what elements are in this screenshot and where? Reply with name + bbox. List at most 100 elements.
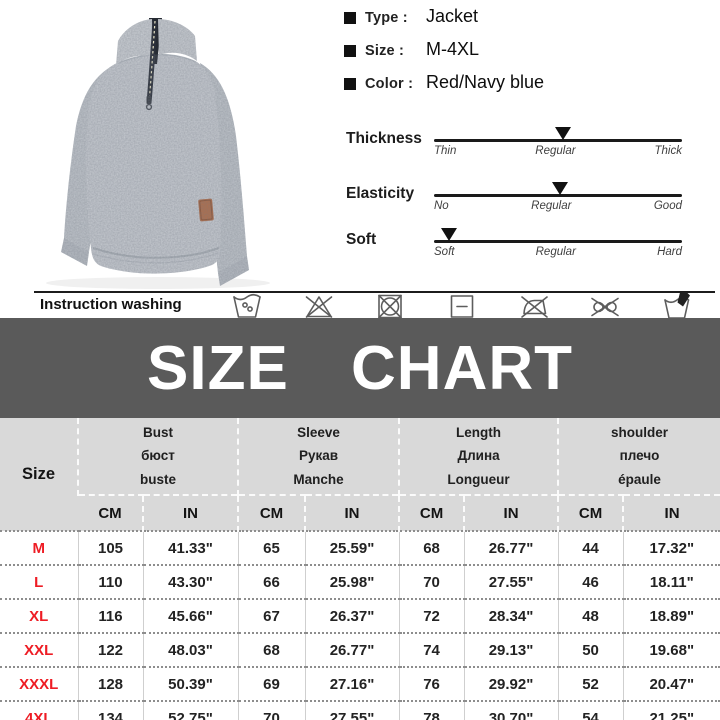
value-cell: 72 xyxy=(398,598,465,633)
value-cell: 18.89" xyxy=(622,598,720,633)
value-cell: 21.25" xyxy=(622,700,720,720)
value-cell: 74 xyxy=(398,632,465,667)
unit-header-in: IN xyxy=(463,494,559,531)
attribute-value: M-4XL xyxy=(426,39,480,59)
value-cell: 27.16" xyxy=(304,666,400,701)
unit-header-cm: CM xyxy=(398,494,465,531)
dry-flat-icon xyxy=(450,295,474,318)
value-cell: 70 xyxy=(398,564,465,599)
product-image xyxy=(46,18,270,289)
value-cell: 65 xyxy=(237,530,306,565)
square-bullet-icon xyxy=(344,45,356,57)
slider-label: Thickness xyxy=(346,130,422,147)
tick-right: Hard xyxy=(657,246,682,258)
value-cell: 29.92" xyxy=(463,666,559,701)
slider-marker-icon xyxy=(552,182,569,195)
attribute-label: Size : xyxy=(365,43,405,59)
thickness-slider: Thickness Thin Regular Thick xyxy=(346,122,714,170)
value-cell: 28.34" xyxy=(463,598,559,633)
unit-header-cm: CM xyxy=(237,494,306,531)
value-cell: 29.13" xyxy=(463,632,559,667)
value-cell: 25.98" xyxy=(304,564,400,599)
attribute-label: Color : xyxy=(365,76,414,92)
value-cell: 110 xyxy=(77,564,143,599)
tick-left: No xyxy=(434,200,449,212)
value-cell: 46 xyxy=(557,564,624,599)
size-chart-banner: SIZE CHART xyxy=(0,318,720,418)
slider-track xyxy=(434,139,682,142)
unit-header-in: IN xyxy=(304,494,400,531)
tick-right: Good xyxy=(653,200,682,212)
soft-slider: Soft Soft Regular Hard xyxy=(346,223,714,271)
do-not-bleach-icon xyxy=(305,296,332,318)
slider-label: Elasticity xyxy=(346,185,415,202)
elasticity-slider: Elasticity No Regular Good xyxy=(346,177,714,225)
size-cell: L xyxy=(0,564,78,599)
attribute-type: Type : Jacket xyxy=(344,6,714,30)
slider-track xyxy=(434,240,682,243)
attribute-label: Type : xyxy=(365,10,408,26)
divider-line xyxy=(34,291,715,293)
value-cell: 122 xyxy=(77,632,143,667)
size-cell: XL xyxy=(0,598,78,633)
table-row: XXL 122 48.03" 68 26.77" 74 29.13" 50 19… xyxy=(0,632,720,667)
value-cell: 26.77" xyxy=(463,530,559,565)
size-cell: 4XL xyxy=(0,700,78,720)
tick-center: Regular xyxy=(535,246,576,258)
product-attributes: Type : Jacket Size : M-4XL Color : Red/N… xyxy=(344,6,714,105)
slider-track xyxy=(434,194,682,197)
washing-label: Instruction washing xyxy=(40,296,182,313)
bust-column-header: Bust бюст buste xyxy=(76,418,239,495)
value-cell: 27.55" xyxy=(304,700,400,720)
tick-right: Thick xyxy=(654,145,682,157)
unit-header-cm: CM xyxy=(78,494,143,531)
value-cell: 20.47" xyxy=(622,666,720,701)
shoulder-column-header: shoulder плечо épaule xyxy=(557,418,720,495)
value-cell: 17.32" xyxy=(622,530,720,565)
value-cell: 44 xyxy=(557,530,624,565)
tick-center: Regular xyxy=(535,145,576,157)
value-cell: 19.68" xyxy=(622,632,720,667)
size-cell: XXXL xyxy=(0,666,78,701)
attribute-size: Size : M-4XL xyxy=(344,39,714,63)
value-cell: 26.37" xyxy=(304,598,400,633)
value-cell: 50.39" xyxy=(142,666,239,701)
unit-header-in: IN xyxy=(622,494,720,531)
tick-left: Soft xyxy=(434,246,455,258)
value-cell: 41.33" xyxy=(142,530,239,565)
value-cell: 43.30" xyxy=(142,564,239,599)
table-row: M 105 41.33" 65 25.59" 68 26.77" 44 17.3… xyxy=(0,530,720,565)
value-cell: 48 xyxy=(557,598,624,633)
value-cell: 30.70" xyxy=(463,700,559,720)
value-cell: 128 xyxy=(77,666,143,701)
hand-wash-icon xyxy=(664,292,690,319)
attribute-value: Jacket xyxy=(426,6,479,26)
size-column-header: Size xyxy=(0,418,78,531)
sleeve-column-header: Sleeve Рукав Manche xyxy=(237,418,400,495)
size-chart-title: SIZE CHART xyxy=(147,333,573,403)
table-row: XL 116 45.66" 67 26.37" 72 28.34" 48 18.… xyxy=(0,598,720,633)
value-cell: 26.77" xyxy=(304,632,400,667)
size-cell: XXL xyxy=(0,632,78,667)
value-cell: 76 xyxy=(398,666,465,701)
square-bullet-icon xyxy=(344,12,356,24)
value-cell: 78 xyxy=(398,700,465,720)
value-cell: 66 xyxy=(237,564,306,599)
value-cell: 68 xyxy=(398,530,465,565)
unit-header-cm: CM xyxy=(557,494,624,531)
value-cell: 27.55" xyxy=(463,564,559,599)
do-not-iron-icon xyxy=(520,296,548,318)
tick-left: Thin xyxy=(434,145,457,157)
value-cell: 50 xyxy=(557,632,624,667)
size-chart-table: Size Bust бюст buste Sleeve Рукав Manche… xyxy=(0,418,720,720)
table-row: L 110 43.30" 66 25.98" 70 27.55" 46 18.1… xyxy=(0,564,720,599)
value-cell: 54 xyxy=(557,700,624,720)
machine-wash-icon xyxy=(233,293,261,318)
value-cell: 134 xyxy=(77,700,143,720)
slider-marker-icon xyxy=(440,228,457,241)
do-not-tumble-dry-icon xyxy=(378,294,403,319)
value-cell: 67 xyxy=(237,598,306,633)
attribute-value: Red/Navy blue xyxy=(426,72,545,92)
washing-instructions: Instruction washing xyxy=(0,292,720,319)
